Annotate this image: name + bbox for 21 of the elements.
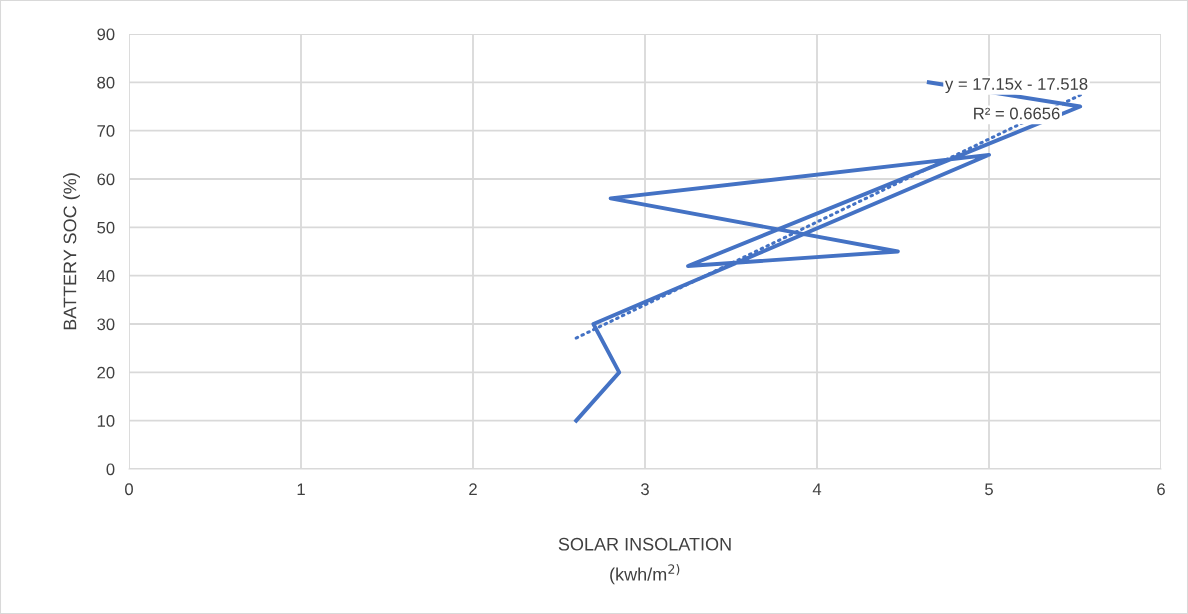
x-tick-label: 5	[985, 483, 993, 496]
annotation: y = 17.15x - 17.518	[944, 78, 1088, 94]
y-tick-label: 70	[97, 125, 115, 137]
x-tick-label: 0	[125, 483, 133, 496]
x-tick-label: 4	[812, 483, 822, 495]
y-tick-label: 20	[97, 366, 115, 379]
annotation: R² = 0.6656	[974, 107, 1060, 120]
x-tick-label: 6	[1157, 483, 1165, 496]
y-tick-label: 50	[97, 221, 115, 234]
x-tick-label: 1	[297, 483, 305, 495]
y-tick-label: 10	[97, 415, 115, 427]
y-tick-label: 30	[97, 318, 115, 331]
y-axis-title: BATTERY SOC (%)	[63, 173, 80, 330]
y-tick-label: 0	[106, 463, 115, 476]
y-tick-label: 90	[97, 28, 115, 41]
y-tick-label: 60	[97, 173, 115, 186]
x-tick-label: 2	[469, 483, 477, 495]
x-tick-label: 3	[641, 483, 649, 496]
x-axis-title: SOLAR INSOLATION (kwh/m$^{2)}$	[558, 537, 731, 585]
y-tick-label: 40	[96, 270, 115, 282]
y-tick-label: 80	[97, 76, 115, 89]
